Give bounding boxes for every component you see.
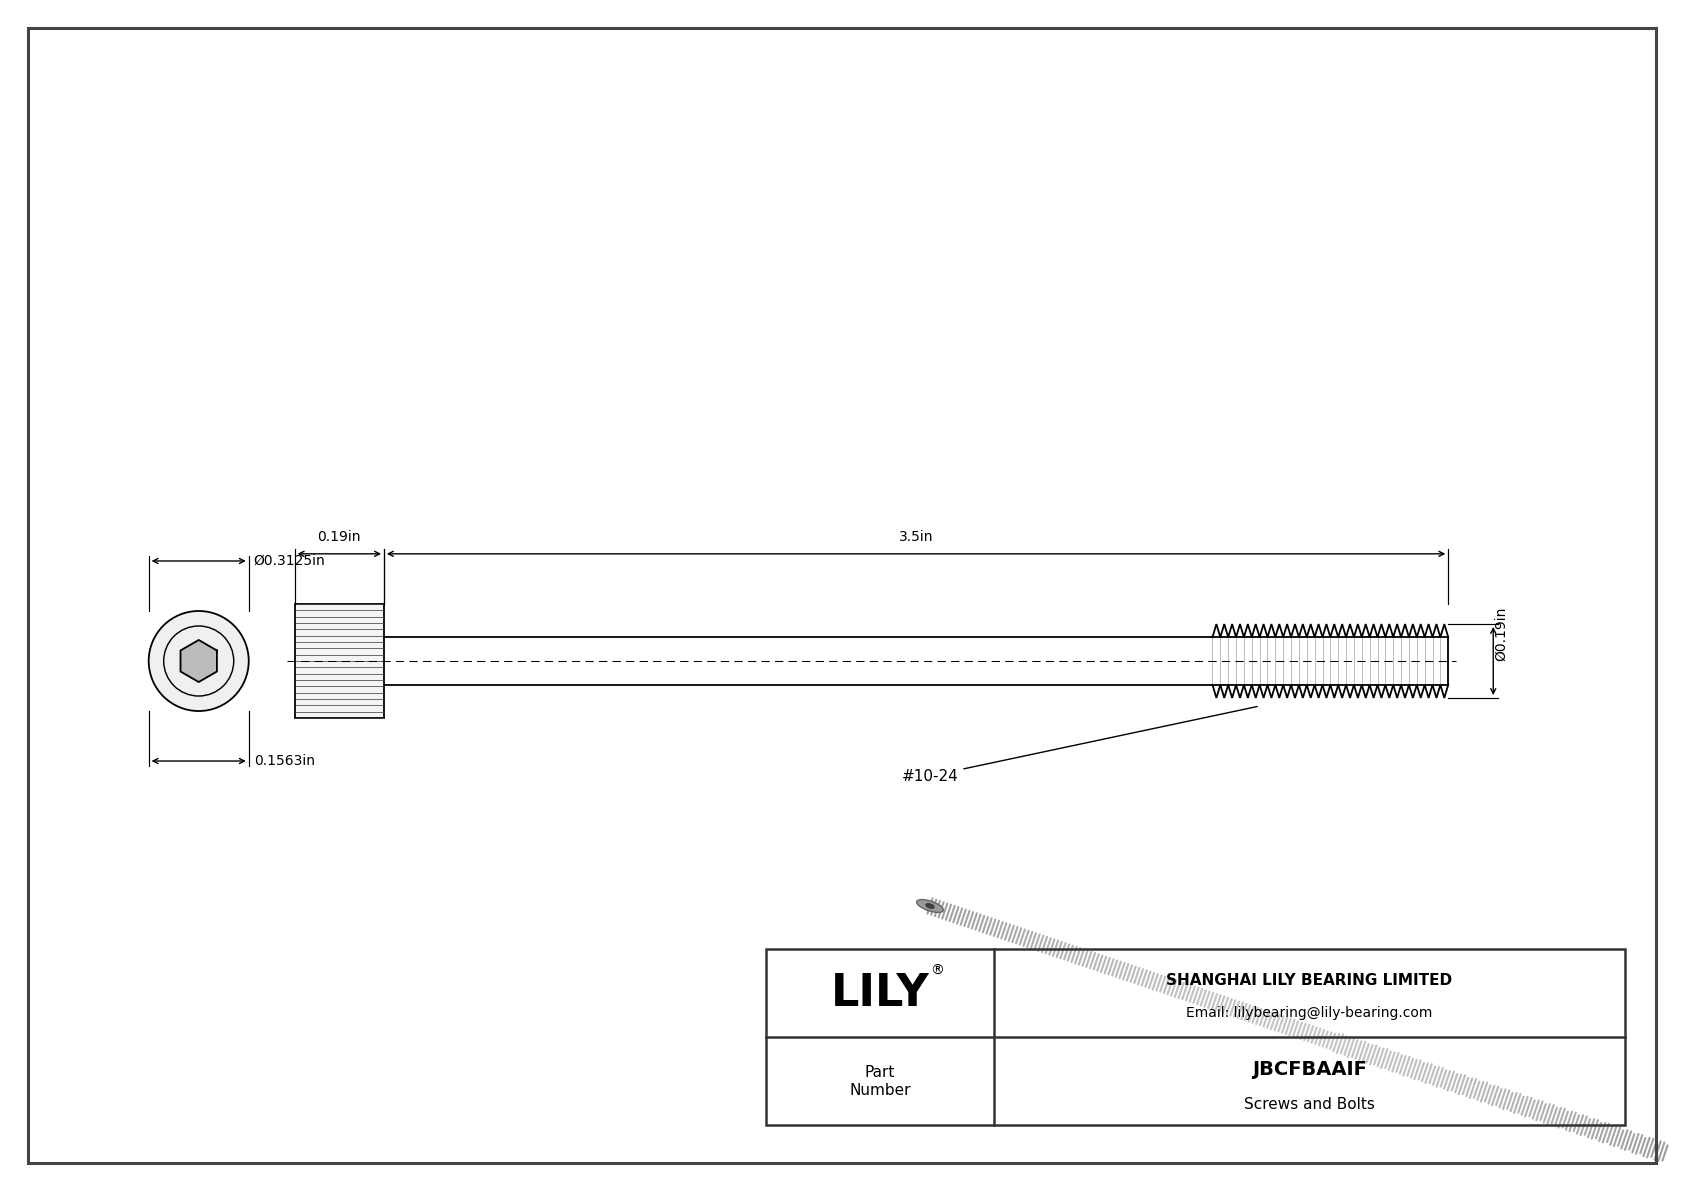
Text: Ø0.19in: Ø0.19in bbox=[1494, 606, 1509, 661]
Text: ®: ® bbox=[930, 965, 945, 978]
Text: Ø0.3125in: Ø0.3125in bbox=[254, 554, 325, 568]
Text: SHANGHAI LILY BEARING LIMITED: SHANGHAI LILY BEARING LIMITED bbox=[1167, 973, 1453, 989]
Circle shape bbox=[148, 611, 249, 711]
Text: 0.19in: 0.19in bbox=[318, 530, 360, 544]
Polygon shape bbox=[180, 640, 217, 682]
Bar bbox=[295, 604, 384, 718]
Text: Part
Number: Part Number bbox=[849, 1065, 911, 1098]
Text: LILY: LILY bbox=[830, 972, 930, 1015]
Text: Email: lilybearing@lily-bearing.com: Email: lilybearing@lily-bearing.com bbox=[1186, 1005, 1433, 1019]
Text: JBCFBAAIF: JBCFBAAIF bbox=[1251, 1060, 1367, 1079]
Text: Screws and Bolts: Screws and Bolts bbox=[1244, 1097, 1374, 1112]
Ellipse shape bbox=[926, 904, 935, 909]
Ellipse shape bbox=[916, 899, 943, 912]
Text: #10-24: #10-24 bbox=[901, 706, 1258, 784]
Text: 3.5in: 3.5in bbox=[899, 530, 933, 544]
Text: 0.1563in: 0.1563in bbox=[254, 754, 315, 768]
Bar bbox=[766, 949, 1625, 1125]
